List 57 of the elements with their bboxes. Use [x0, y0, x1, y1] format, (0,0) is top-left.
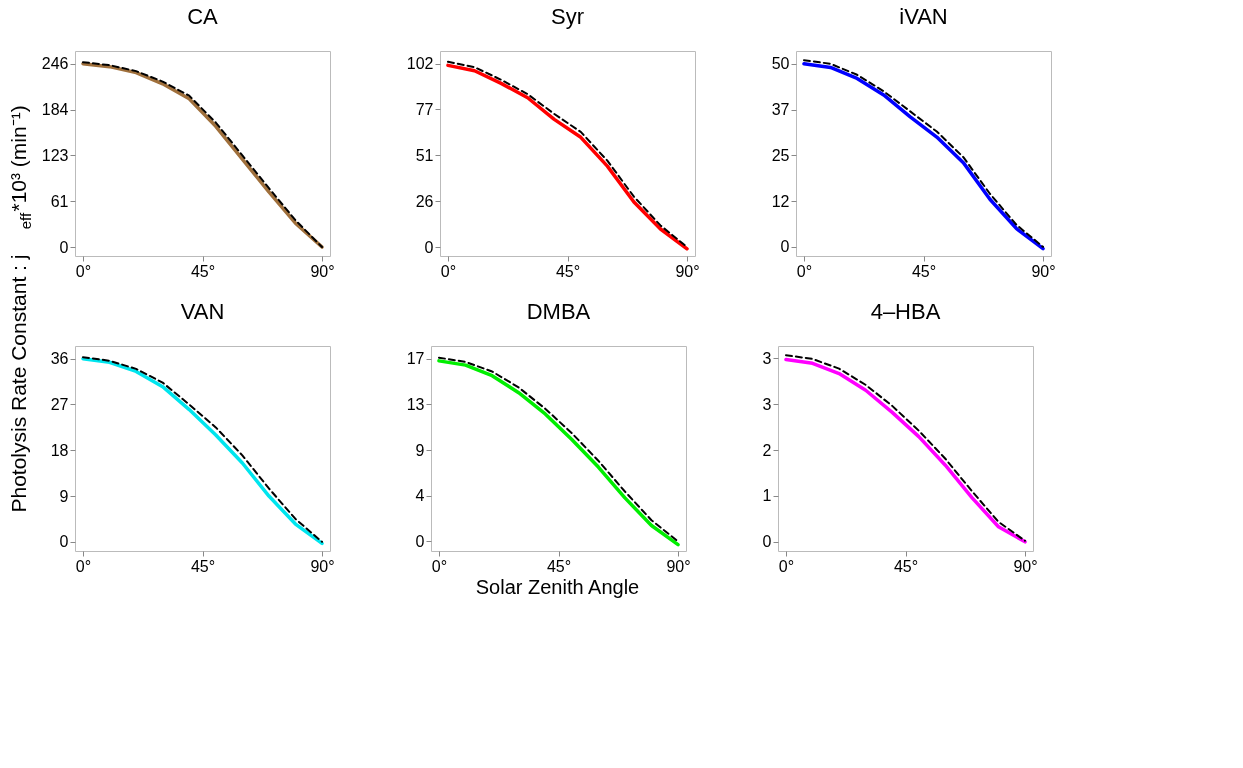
x-tick-label: 0° — [440, 262, 457, 280]
y-tick-label: 37 — [771, 101, 790, 119]
x-tick-label: 90° — [666, 557, 691, 575]
y-tick-label: 13 — [406, 395, 425, 413]
y-tick-label: 0 — [415, 532, 425, 550]
y-tick-label: 0 — [424, 238, 434, 256]
y-tick-label: 50 — [771, 55, 790, 73]
line-series — [81, 61, 324, 249]
x-tick-label: 90° — [310, 557, 335, 575]
y-tick-label: 3 — [762, 349, 772, 367]
chart-title: Syr — [551, 4, 584, 29]
x-axis-title: Solar Zenith Angle — [475, 576, 640, 598]
x-tick-label: 45° — [546, 557, 572, 575]
x-tick-label: 45° — [911, 262, 937, 280]
x-tick-label: 90° — [310, 262, 335, 280]
y-tick-label: 9 — [59, 487, 69, 505]
y-tick-label: 4 — [415, 487, 425, 505]
y-tick-label: 61 — [50, 192, 69, 210]
chart-title: DMBA — [526, 299, 591, 324]
chart-title: iVAN — [899, 4, 948, 29]
x-tick-label: 0° — [778, 557, 795, 575]
y-tick-label: 102 — [406, 55, 434, 73]
y-tick-label: 123 — [41, 146, 69, 164]
chart-title: VAN — [180, 299, 225, 324]
y-tick-label: 0 — [59, 238, 69, 256]
x-tick-label: 90° — [1013, 557, 1038, 575]
y-tick-label: 18 — [50, 441, 69, 459]
y-tick-label: 12 — [771, 192, 790, 210]
y-tick-label: 246 — [41, 55, 69, 73]
chart-title: CA — [187, 4, 219, 29]
y-tick-label: 1 — [762, 487, 772, 505]
x-tick-label: 0° — [431, 557, 448, 575]
x-tick-label: 0° — [75, 262, 92, 280]
y-tick-label: 17 — [406, 350, 425, 368]
y-tick-label: 2 — [762, 441, 772, 459]
y-tick-label: 0 — [762, 533, 772, 551]
x-tick-label: 45° — [555, 262, 581, 280]
y-tick-label: 0 — [780, 238, 790, 256]
text: Photolysis Rate Constant : jeff*10³ (min⁻¹) — [7, 105, 34, 513]
x-tick-label: 45° — [190, 262, 216, 280]
x-tick-label: 0° — [75, 557, 92, 575]
x-tick-label: 90° — [1031, 262, 1056, 280]
y-tick-label: 36 — [50, 350, 69, 368]
y-tick-label: 184 — [41, 101, 69, 119]
y-tick-label: 25 — [771, 146, 790, 164]
y-tick-label: 27 — [50, 396, 69, 413]
y-tick-label: 51 — [415, 146, 434, 164]
x-tick-label: 0° — [796, 262, 813, 280]
y-tick-label: 26 — [415, 192, 434, 210]
y-tick-label: 3 — [762, 395, 772, 413]
x-tick-label: 90° — [675, 262, 700, 280]
y-tick-label: 77 — [415, 100, 434, 118]
x-tick-label: 45° — [190, 557, 216, 575]
y-tick-label: 0 — [59, 533, 69, 551]
chart-title: 4–HBA — [870, 299, 941, 324]
x-tick-label: 45° — [893, 557, 919, 575]
y-tick-label: 9 — [415, 441, 425, 459]
